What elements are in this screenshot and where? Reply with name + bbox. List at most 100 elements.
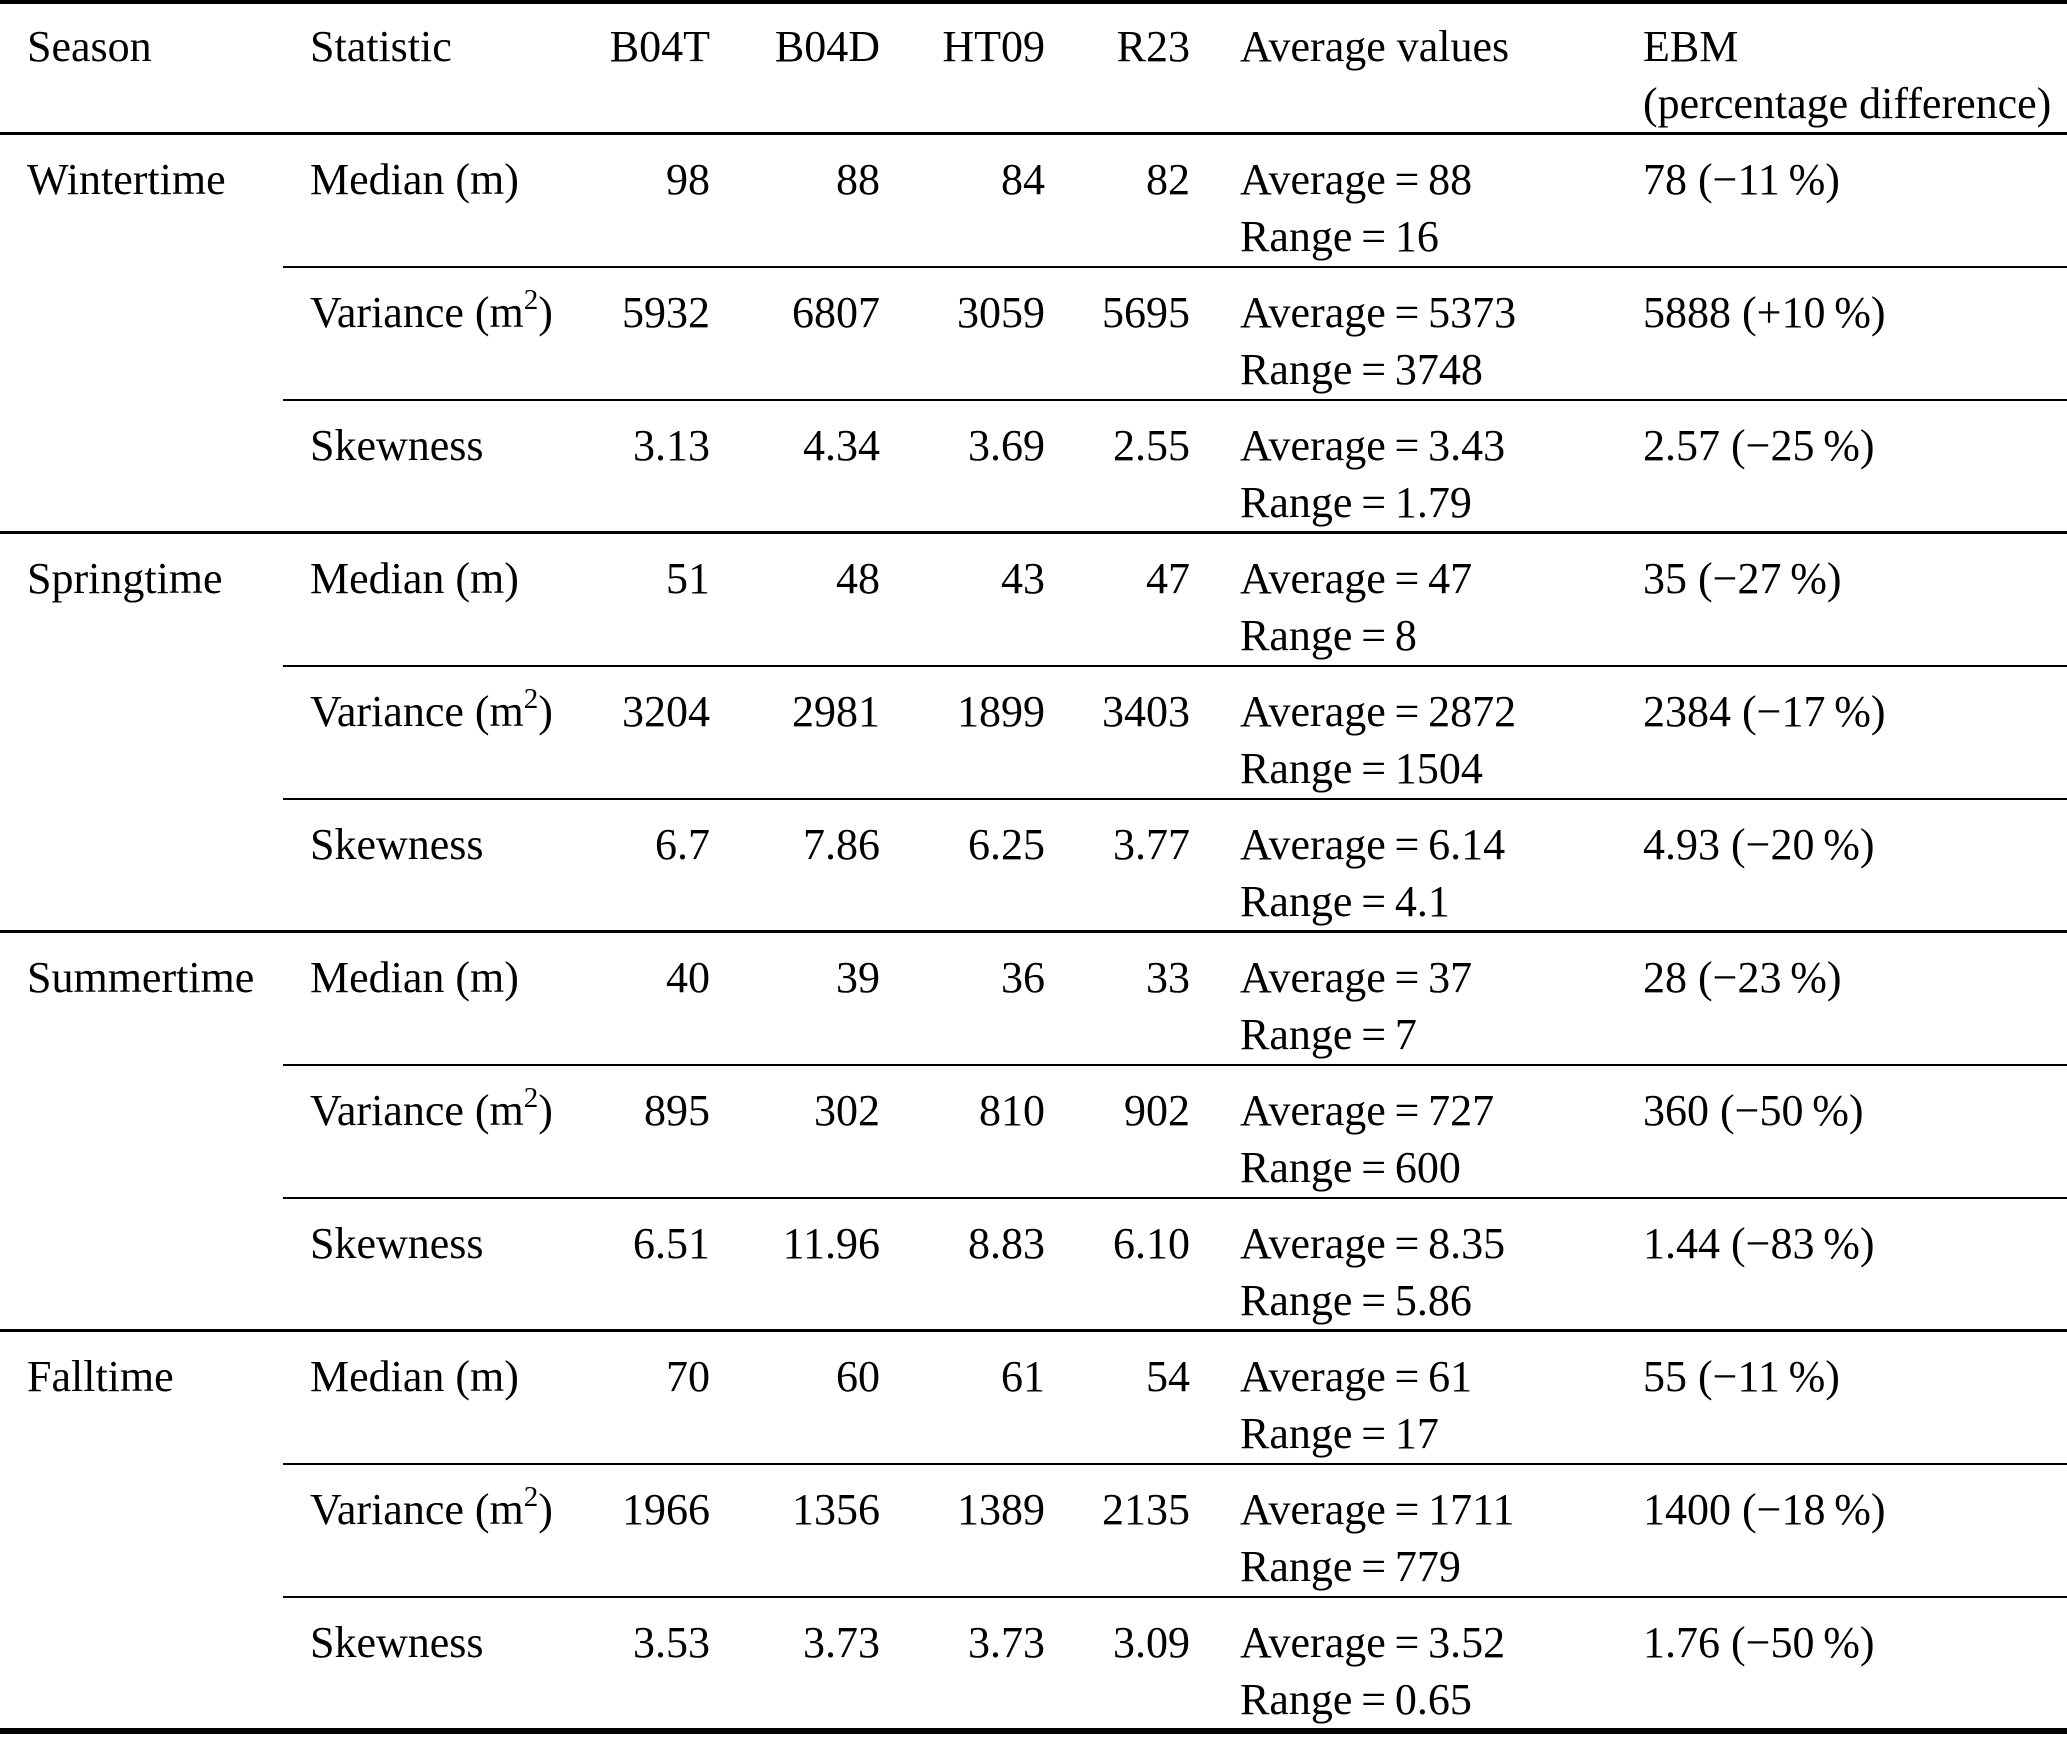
b04d-value-cell: 4.34 [710, 398, 880, 533]
r23-value-cell: 3.77 [1045, 797, 1190, 932]
ebm-value-cell: 360 (−50 %) [1630, 1063, 2067, 1198]
b04t-value-cell: 895 [593, 1063, 710, 1198]
r23-value-cell: 54 [1045, 1329, 1190, 1464]
statistic-cell: Variance (m2) [283, 1462, 593, 1597]
season-cell: Summertime [0, 930, 283, 1331]
average-line: Average = 2872 [1240, 686, 1517, 736]
ebm-value-cell: 28 (−23 %) [1630, 930, 2067, 1065]
range-line: Range = 600 [1240, 1142, 1461, 1192]
statistic-label: Median (m) [310, 554, 519, 603]
header-row: Season Statistic B04T B04D HT09 R23 Aver… [0, 2, 2067, 135]
statistic-cell: Median (m) [283, 531, 593, 666]
statistic-label: Variance (m [310, 1085, 524, 1135]
ebm-value-cell: 35 (−27 %) [1630, 531, 2067, 666]
ht09-value-cell: 3059 [880, 265, 1045, 400]
r23-value-cell: 6.10 [1045, 1196, 1190, 1331]
b04t-value-cell: 40 [593, 930, 710, 1065]
b04d-value-cell: 48 [710, 531, 880, 666]
average-line: Average = 3.52 [1240, 1617, 1506, 1667]
average-line: Average = 88 [1240, 155, 1473, 204]
average-line: Average = 1711 [1240, 1484, 1515, 1534]
average-line: Average = 727 [1240, 1085, 1495, 1135]
ebm-value-cell: 4.93 (−20 %) [1630, 797, 2067, 932]
statistic-label-close: ) [538, 686, 553, 736]
b04d-value-cell: 2981 [710, 664, 880, 799]
statistic-superscript: 2 [523, 283, 539, 316]
header-average-values: Average values [1190, 2, 1630, 135]
range-line: Range = 7 [1240, 1010, 1417, 1059]
range-line: Range = 16 [1240, 212, 1439, 261]
statistic-superscript: 2 [523, 682, 539, 715]
range-line: Range = 1504 [1240, 743, 1483, 793]
ebm-value-cell: 78 (−11 %) [1643, 155, 1840, 204]
statistic-cell: Median (m) [283, 1329, 593, 1464]
header-season: Season [0, 2, 283, 135]
b04d-value-cell: 1356 [710, 1462, 880, 1597]
ebm-value-cell: 1400 (−18 %) [1630, 1462, 2067, 1597]
range-line: Range = 8 [1240, 611, 1417, 660]
b04d-value-cell: 88 [836, 155, 880, 204]
range-line: Range = 4.1 [1240, 876, 1450, 926]
header-r23: R23 [1045, 2, 1190, 135]
range-line: Range = 779 [1240, 1541, 1461, 1591]
season-cell: Springtime [0, 531, 283, 932]
table-row: Variance (m2) 5932 6807 3059 5695 Average = 5… [0, 265, 2067, 400]
ht09-value-cell: 43 [880, 531, 1045, 666]
table-row: Skewness 3.13 4.34 3.69 2.55 Average = 3.43 Ra… [0, 398, 2067, 533]
average-values-cell: Average = 3.52 Range = 0.65 [1190, 1595, 1630, 1731]
statistic-label: Skewness [310, 1218, 484, 1268]
average-line: Average = 37 [1240, 953, 1473, 1002]
statistic-label: Skewness [310, 420, 484, 470]
statistic-label-close: ) [538, 287, 553, 337]
table-row: Skewness 3.53 3.73 3.73 3.09 Average = 3.52 Ra… [0, 1595, 2067, 1731]
statistic-cell: Median (m) [283, 134, 593, 267]
r23-value-cell: 82 [1146, 155, 1190, 204]
statistic-label: Skewness [310, 1617, 484, 1667]
table-row: Variance (m2) 1966 1356 1389 2135 Average = 1… [0, 1462, 2067, 1597]
header-statistic: Statistic [283, 2, 593, 135]
table-row: Skewness 6.51 11.96 8.83 6.10 Average = 8.35 R… [0, 1196, 2067, 1331]
ht09-value-cell: 810 [880, 1063, 1045, 1198]
average-line: Average = 5373 [1240, 287, 1517, 337]
b04t-value-cell: 6.51 [593, 1196, 710, 1331]
average-line: Average = 47 [1240, 554, 1473, 603]
r23-value-cell: 33 [1045, 930, 1190, 1065]
range-line: Range = 3748 [1240, 344, 1483, 394]
ebm-value-cell: 1.44 (−83 %) [1630, 1196, 2067, 1331]
range-line: Range = 5.86 [1240, 1275, 1472, 1325]
r23-value-cell: 3403 [1045, 664, 1190, 799]
b04d-value-cell: 7.86 [710, 797, 880, 932]
table-row: Variance (m2) 3204 2981 1899 3403 Average = 2… [0, 664, 2067, 799]
average-line: Average = 61 [1240, 1352, 1473, 1401]
r23-value-cell: 3.09 [1045, 1595, 1190, 1731]
statistic-label: Median (m) [310, 1352, 519, 1401]
ht09-value-cell: 3.73 [880, 1595, 1045, 1731]
b04d-value-cell: 60 [710, 1329, 880, 1464]
average-line: Average = 8.35 [1240, 1218, 1506, 1268]
statistic-label: Skewness [310, 819, 484, 869]
header-b04d: B04D [710, 2, 880, 135]
ht09-value-cell: 36 [880, 930, 1045, 1065]
header-ebm: EBM (percentage difference) [1630, 2, 2067, 135]
ht09-value-cell: 3.69 [880, 398, 1045, 533]
statistic-superscript: 2 [523, 1480, 539, 1513]
season-cell: Falltime [0, 1329, 283, 1731]
average-values-cell: Average = 1711 Range = 779 [1190, 1462, 1630, 1597]
b04t-value-cell: 5932 [593, 265, 710, 400]
statistic-cell: Variance (m2) [283, 664, 593, 799]
range-line: Range = 1.79 [1240, 477, 1472, 527]
ebm-value-cell: 1.76 (−50 %) [1630, 1595, 2067, 1731]
b04d-value-cell: 302 [710, 1063, 880, 1198]
statistic-label: Variance (m [310, 686, 524, 736]
ebm-value-cell: 2.57 (−25 %) [1630, 398, 2067, 533]
statistic-label: Median (m) [310, 155, 519, 204]
b04t-value-cell: 70 [593, 1329, 710, 1464]
table-row: Wintertime Median (m) 98 88 84 82 Average = 88… [0, 134, 2067, 267]
statistic-cell: Skewness [283, 797, 593, 932]
statistic-cell: Median (m) [283, 930, 593, 1065]
b04d-value-cell: 11.96 [710, 1196, 880, 1331]
r23-value-cell: 47 [1045, 531, 1190, 666]
b04t-value-cell: 6.7 [593, 797, 710, 932]
range-line: Range = 0.65 [1240, 1674, 1472, 1724]
